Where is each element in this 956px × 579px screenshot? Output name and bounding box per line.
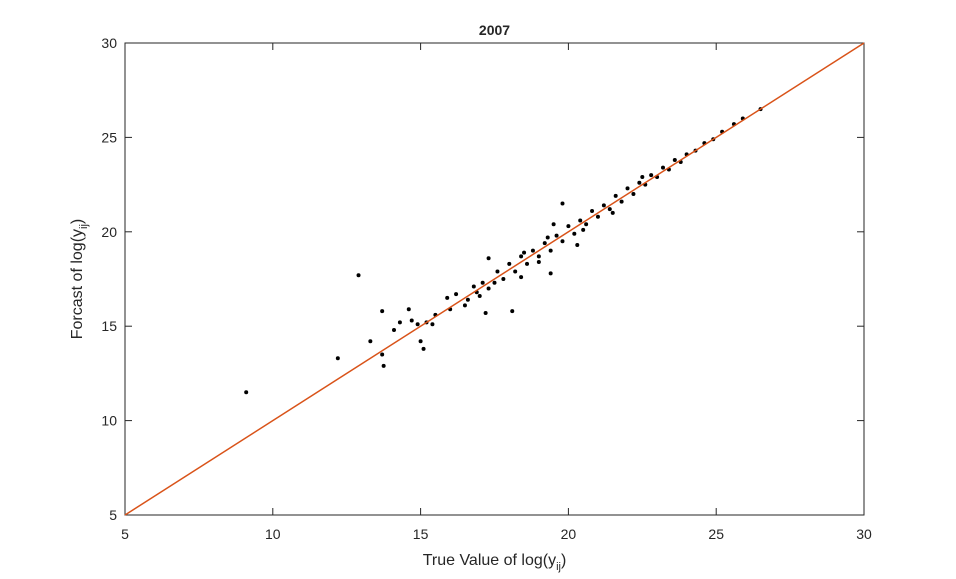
- point: [572, 231, 577, 236]
- point: [530, 248, 535, 253]
- point: [536, 254, 541, 259]
- point: [483, 310, 488, 315]
- x-tick-label: 5: [121, 526, 129, 542]
- point: [590, 209, 595, 214]
- chart-title: 2007: [479, 22, 510, 38]
- x-label-sub: ij: [556, 561, 561, 573]
- point: [480, 280, 485, 285]
- point: [581, 227, 586, 232]
- point: [391, 327, 396, 332]
- point: [566, 224, 571, 229]
- point: [244, 390, 249, 395]
- point: [465, 297, 470, 302]
- point: [640, 175, 645, 180]
- y-label-end: ): [69, 219, 86, 224]
- point: [471, 284, 476, 289]
- y-tick-label: 5: [109, 507, 117, 523]
- y-axis-label: Forcast of log(yij): [69, 219, 90, 339]
- y-tick-label: 10: [101, 413, 117, 429]
- point: [462, 303, 467, 308]
- point: [560, 201, 565, 206]
- point: [584, 222, 589, 227]
- point: [501, 277, 506, 281]
- y-tick-label: 15: [101, 318, 117, 334]
- point: [649, 173, 654, 178]
- point: [660, 165, 665, 170]
- point: [368, 339, 373, 344]
- point: [381, 363, 386, 368]
- point: [380, 309, 385, 314]
- point: [356, 273, 361, 278]
- x-tick-label: 25: [708, 526, 724, 542]
- point: [625, 186, 630, 191]
- point: [619, 199, 624, 204]
- point: [613, 193, 618, 198]
- point: [486, 286, 491, 291]
- point: [554, 233, 559, 238]
- point: [536, 260, 541, 265]
- x-tick-label: 30: [856, 526, 872, 542]
- point: [595, 214, 600, 219]
- x-label-text: True Value of log(y: [423, 552, 556, 569]
- y-tick-label: 30: [101, 35, 117, 51]
- y-label-text: Forcast of log(y: [69, 229, 86, 339]
- point: [601, 203, 606, 208]
- point: [397, 320, 402, 325]
- point: [578, 218, 583, 223]
- point: [406, 307, 411, 312]
- point: [610, 210, 615, 215]
- y-label-sub: ij: [78, 224, 90, 229]
- point: [637, 180, 642, 185]
- point: [548, 271, 553, 276]
- point: [542, 241, 547, 246]
- point: [560, 239, 565, 244]
- point: [631, 192, 636, 197]
- point: [519, 254, 524, 259]
- point: [409, 318, 414, 323]
- point: [507, 261, 512, 266]
- y-tick-label: 20: [101, 224, 117, 240]
- point: [335, 356, 340, 361]
- reference-line: [124, 42, 865, 516]
- point: [477, 293, 482, 298]
- point: [519, 275, 524, 280]
- point: [495, 269, 500, 274]
- x-tick-label: 10: [265, 526, 281, 542]
- point: [415, 322, 420, 327]
- y-tick-label: 25: [101, 129, 117, 145]
- point: [575, 243, 580, 248]
- point: [548, 248, 553, 253]
- point: [545, 235, 550, 240]
- point: [672, 158, 677, 163]
- point: [522, 250, 527, 255]
- x-axis-label: True Value of log(yij): [423, 552, 567, 573]
- x-label-end: ): [561, 552, 566, 569]
- point: [551, 222, 556, 227]
- point: [510, 309, 515, 314]
- point: [445, 295, 450, 300]
- point: [525, 261, 530, 266]
- point: [418, 339, 423, 344]
- point: [492, 280, 497, 285]
- point: [454, 292, 459, 297]
- point: [380, 352, 385, 357]
- point: [486, 256, 491, 261]
- point: [513, 269, 518, 274]
- point: [421, 346, 426, 351]
- point: [607, 207, 612, 212]
- point: [430, 322, 435, 327]
- x-tick-label: 15: [413, 526, 429, 542]
- x-tick-label: 20: [561, 526, 577, 542]
